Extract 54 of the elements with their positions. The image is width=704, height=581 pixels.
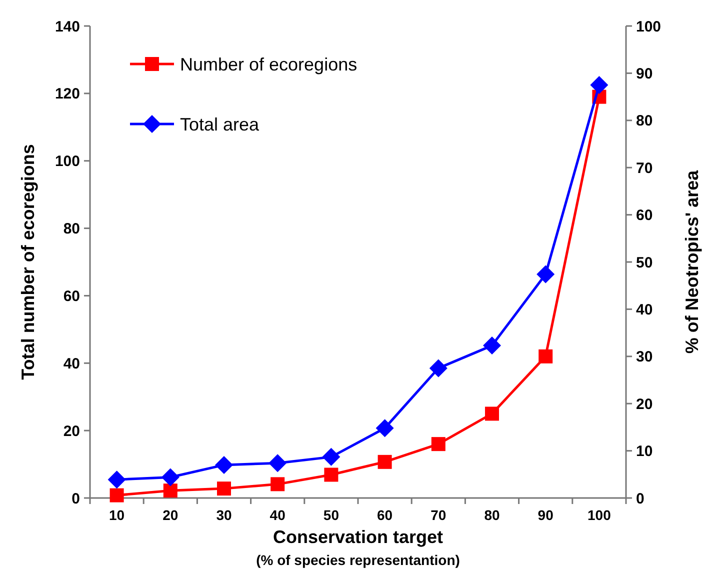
x-axis-title: Conservation target — [272, 527, 444, 547]
x-tick-label: 70 — [430, 507, 446, 523]
point — [268, 454, 287, 472]
point — [322, 448, 340, 466]
x-tick-label: 20 — [162, 507, 178, 523]
point — [110, 488, 124, 502]
point — [270, 477, 285, 492]
point — [485, 406, 499, 421]
y2-tick-label: 0 — [636, 490, 644, 508]
y2-tick-label: 30 — [636, 348, 653, 366]
x-tick-label: 10 — [109, 507, 125, 523]
y-tick-label: 80 — [63, 220, 80, 238]
point — [590, 76, 608, 94]
legend-label: Number of ecoregions — [180, 54, 358, 74]
legend-label: Total area — [180, 114, 260, 134]
y-tick-label: 140 — [54, 18, 80, 36]
point — [163, 484, 178, 498]
y2-tick-label: 70 — [636, 160, 653, 177]
y2-tick-label: 20 — [636, 396, 653, 413]
x-tick-label: 60 — [377, 507, 393, 523]
point — [536, 265, 555, 284]
point — [378, 454, 392, 469]
y-tick-label: 0 — [72, 490, 80, 508]
x-tick-label: 90 — [538, 507, 554, 523]
point — [217, 482, 231, 496]
y-tick-label: 120 — [54, 86, 80, 103]
y2-tick-label: 10 — [636, 443, 653, 460]
y2-axis-title: % of Neotropics' area — [682, 169, 702, 354]
x-tick-label: 50 — [323, 507, 340, 523]
y-tick-label: 100 — [54, 153, 80, 170]
y2-tick-label: 100 — [636, 18, 662, 36]
x-tick-label: 80 — [484, 507, 500, 523]
y-tick-label: 20 — [63, 422, 80, 440]
y2-tick-label: 90 — [636, 65, 653, 82]
point — [376, 419, 394, 438]
point — [161, 468, 180, 486]
x-tick-label: 30 — [216, 507, 232, 523]
y2-tick-label: 50 — [636, 254, 653, 272]
point — [324, 468, 338, 482]
point — [429, 359, 448, 378]
y2-tick-label: 40 — [636, 301, 653, 318]
point — [108, 470, 126, 489]
text: (% of species representantion) — [256, 552, 460, 568]
x-tick-label: 40 — [270, 507, 286, 523]
y2-tick-label: 60 — [636, 207, 653, 224]
point — [431, 437, 446, 452]
y-axis-title: Total number of ecoregions — [18, 144, 38, 380]
y2-tick-label: 80 — [636, 112, 653, 130]
y-tick-label: 60 — [63, 288, 80, 305]
x-tick-label: 100 — [588, 507, 612, 523]
y-tick-label: 40 — [63, 355, 80, 372]
point — [483, 336, 501, 355]
point — [215, 456, 233, 474]
point — [538, 349, 553, 364]
